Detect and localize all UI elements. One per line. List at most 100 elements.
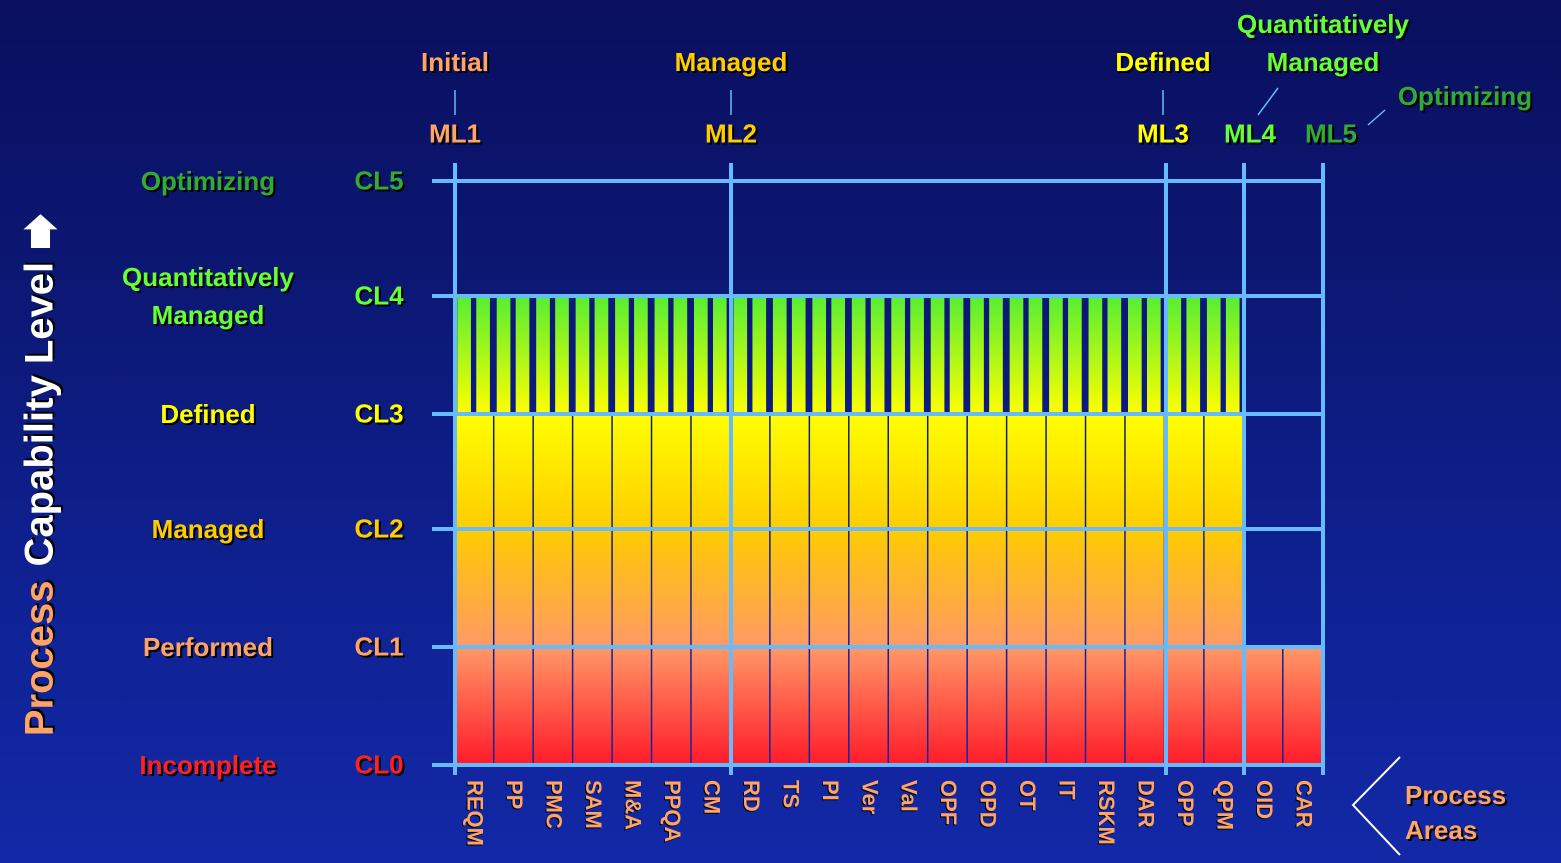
bar-cl4a-pp [496,296,511,414]
bar-cl4a-ver [851,296,866,414]
bar-cl4b-val [910,296,924,414]
process-area-pmc: PMC [541,780,567,829]
bar-cl4b-reqm [476,296,490,414]
bar-cl2-pmc [533,529,572,647]
bar-cl1-it [1046,647,1085,765]
bar-cl2-ma [612,529,651,647]
bar-cl3-reqm [455,414,493,529]
bar-cl1-ppqa [652,647,691,765]
bar-cl3-ppqa [652,414,691,529]
process-area-val: Val [896,780,922,812]
ml3-code: ML3 [1137,118,1189,149]
bar-cl3-dar [1125,414,1164,529]
process-area-opf: OPF [936,780,962,826]
bar-cl3-opp [1165,414,1204,529]
bar-cl4b-ver [870,296,885,414]
bar-cl4b-cm [712,296,727,414]
bar-cl2-ot [1007,529,1046,647]
bar-cl1-pi [810,647,849,765]
bar-cl2-pp [494,529,533,647]
bar-cl4b-rd [752,296,767,414]
cl0-name: Incomplete [139,750,277,780]
bar-cl2-val [889,529,927,647]
bar-cl2-ver [849,529,888,647]
ml2-code: ML2 [705,118,757,149]
bar-cl4a-val [891,296,905,414]
process-area-opp: OPP [1172,780,1198,827]
ml4-name: Quantitatively Managed [1237,9,1409,77]
bar-cl4a-ppqa [654,296,669,414]
bar-cl1-ts [770,647,809,765]
bar-cl1-val [889,647,927,765]
process-area-ma: M&A [620,780,646,831]
ml1-name: Initial [421,47,489,77]
bar-cl4b-ot [1028,296,1043,414]
cl3-code: CL3 [354,398,404,429]
bar-cl3-opd [967,414,1006,529]
bar-cl4b-ts [791,296,806,414]
bar-cl3-sam [573,414,612,529]
process-area-ver: Ver [857,780,883,815]
bar-cl3-ts [770,414,809,529]
bar-cl4a-ts [772,296,787,414]
bar-cl4a-rskm [1088,296,1103,414]
bar-cl4a-sam [575,296,590,414]
bar-cl3-val [889,414,927,529]
process-area-rskm: RSKM [1094,780,1119,845]
ml1-code: ML1 [429,118,481,149]
bar-cl4a-reqm [457,296,471,414]
bar-cl4b-pi [831,296,846,414]
bar-cl4a-ot [1009,296,1024,414]
ml4-code: ML4 [1224,118,1276,149]
bar-cl2-cm [691,529,730,647]
process-areas-label: Process Areas [1405,780,1507,845]
bar-cl4a-rd [733,296,748,414]
process-area-car: CAR [1291,780,1317,828]
ml5-code: ML5 [1305,118,1357,149]
bar-cl1-opp [1165,647,1204,765]
bar-cl4b-pmc [555,296,569,414]
bar-cl1-rskm [1086,647,1125,765]
bar-cl4a-ma [615,296,629,414]
bar-cl4a-opp [1167,296,1182,414]
process-area-sam: SAM [581,780,607,829]
process-area-qpm: QPM [1212,780,1238,831]
ml2-name: Managed [674,47,788,77]
cl1-name: Performed [142,632,274,662]
bar-cl4b-ma [634,296,648,414]
ml3-name: Defined [1115,47,1211,77]
bar-cl1-oid [1244,647,1283,765]
ml4-leader [1257,87,1279,116]
bar-cl1-sam [573,647,612,765]
bar-cl2-pi [810,529,849,647]
bar-cl1-rd [731,647,770,765]
process-area-cm: CM [699,780,725,815]
process-area-pi: PI [817,780,843,801]
bar-cl4b-pp [515,296,530,414]
process-areas-bracket [1351,756,1401,856]
bar-cl1-cm [691,647,730,765]
process-area-opd: OPD [975,780,1001,828]
bar-cl3-ot [1007,414,1046,529]
bar-cl4b-rskm [1107,296,1122,414]
bar-cl4a-pi [812,296,827,414]
bar-cl4a-qpm [1206,296,1221,414]
bar-cl2-it [1046,529,1085,647]
cl3-name: Defined [160,399,256,429]
cl0-code: CL0 [354,749,404,780]
bar-cl1-pp [494,647,533,765]
bar-cl4a-cm [694,296,708,414]
bar-cl3-ver [849,414,888,529]
bar-cl3-cm [691,414,730,529]
cl5-code: CL5 [354,165,404,196]
process-area-dar: DAR [1133,780,1159,828]
process-area-ppqa: PPQA [660,780,685,843]
cl4-name: Quantitatively Managed [122,262,294,330]
bar-cl3-pi [810,414,849,529]
bar-cl1-opd [967,647,1006,765]
bar-cl4a-opf [930,296,945,414]
bar-cl2-ppqa [652,529,691,647]
cl2-name: Managed [151,514,265,544]
bar-cl1-dar [1125,647,1164,765]
bar-cl1-car [1283,647,1322,765]
